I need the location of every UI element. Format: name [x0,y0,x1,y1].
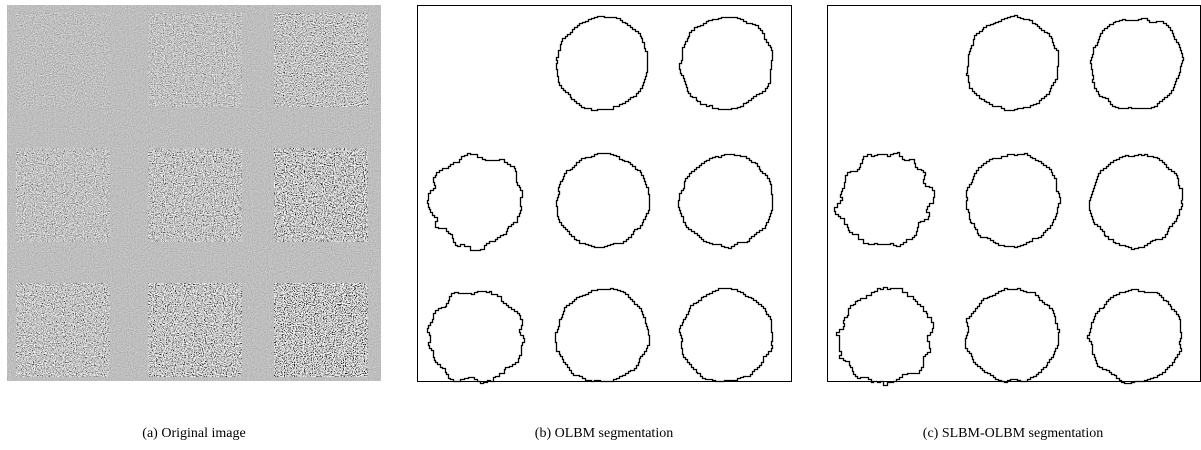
noisy-disc [16,13,110,107]
noisy-disc [274,13,368,107]
noisy-disc [148,13,242,107]
caption: (b) OLBM segmentation [535,426,673,441]
original-image [7,5,381,381]
segmentation-frame [418,6,792,382]
figure: (a) Original image (b) OLBM segmentation… [0,0,1201,445]
segmentation-frame [828,6,1201,382]
page: (a) Original image (b) OLBM segmentation… [0,0,1201,445]
noisy-disc [16,148,110,242]
noisy-disc [274,148,368,242]
noisy-disc [16,283,110,377]
caption: (c) SLBM-OLBM segmentation [923,426,1103,441]
caption: (a) Original image [142,426,245,441]
noisy-disc [148,148,242,242]
noisy-disc [148,283,242,377]
noisy-disc [274,283,368,377]
